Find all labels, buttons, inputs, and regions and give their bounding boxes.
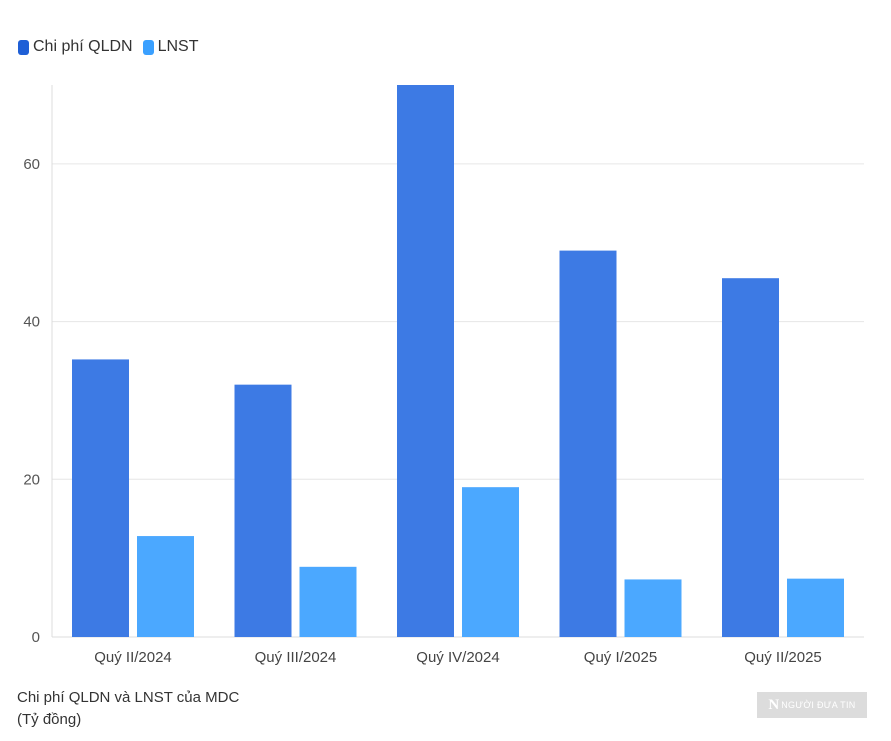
bar-chi-phi-qldn-3 — [559, 250, 617, 637]
bar-lnst-4 — [787, 578, 844, 637]
legend-swatch-chi-phi-qldn — [18, 39, 29, 55]
chart-caption: Chi phí QLDN và LNST của MDC (Tỷ đồng) — [17, 687, 239, 731]
bar-lnst-3 — [624, 579, 682, 637]
y-tick-label-40: 40 — [23, 314, 40, 331]
caption-title: Chi phí QLDN và LNST của MDC — [17, 689, 240, 706]
bar-chi-phi-qldn-2 — [397, 85, 454, 637]
legend-swatch-lnst — [142, 39, 154, 55]
legend-label-chi-phi-qldn: Chi phí QLDN — [33, 38, 133, 55]
y-tick-label-60: 60 — [23, 156, 40, 173]
x-tick-label-2: Quý IV/2024 — [416, 649, 499, 666]
y-tick-label-20: 20 — [23, 471, 40, 488]
x-tick-label-1: Quý III/2024 — [255, 649, 337, 666]
caption-unit: (Tỷ đồng) — [17, 711, 82, 728]
bar-lnst-0 — [137, 536, 194, 637]
x-tick-label-0: Quý II/2024 — [94, 649, 172, 666]
bar-chart: 0 20 40 60 Quý II/2024 Quý III/2024 Quý IV/202… — [23, 85, 864, 666]
x-tick-label-3: Quý I/2025 — [584, 649, 657, 666]
y-tick-label-0: 0 — [32, 629, 40, 646]
bar-chi-phi-qldn-4 — [722, 278, 779, 637]
watermark-text: NGƯỜI ĐƯA TIN — [781, 700, 856, 710]
chart-legend: Chi phí QLDN LNST — [18, 38, 199, 56]
bar-lnst-2 — [462, 487, 519, 637]
legend-item-chi-phi-qldn[interactable]: Chi phí QLDN — [18, 38, 133, 56]
x-tick-label-4: Quý II/2025 — [744, 649, 822, 666]
legend-item-lnst[interactable]: LNST — [142, 38, 199, 56]
legend-label-lnst: LNST — [157, 38, 199, 55]
watermark-logo: N NGƯỜI ĐƯA TIN — [757, 692, 867, 718]
watermark-letter: N — [768, 696, 780, 713]
bar-lnst-1 — [299, 566, 357, 637]
bar-chi-phi-qldn-1 — [234, 384, 292, 637]
bar-chi-phi-qldn-0 — [72, 359, 129, 637]
